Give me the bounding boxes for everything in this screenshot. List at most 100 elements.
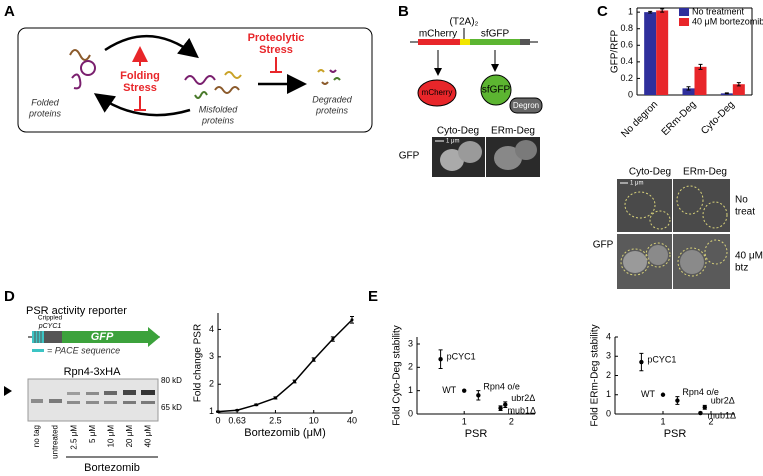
inhibitor xyxy=(134,96,146,111)
segment xyxy=(470,39,520,45)
label: Proteolytic xyxy=(248,32,305,44)
protein xyxy=(480,74,512,106)
point xyxy=(462,388,467,393)
label: sfGFP xyxy=(481,29,510,40)
y-axis-label: Fold change PSR xyxy=(193,324,204,402)
label: proteins xyxy=(315,105,349,115)
bar xyxy=(732,84,745,95)
point-label: pCYC1 xyxy=(647,354,676,364)
legend-swatch xyxy=(679,18,689,26)
point xyxy=(312,358,316,362)
point-label: Rpn4 o/e xyxy=(483,382,520,392)
point-label: WT xyxy=(442,385,456,395)
point xyxy=(350,318,354,322)
y-tick-label: 0 xyxy=(408,408,413,418)
y-tick-label: 3 xyxy=(209,351,214,361)
label: pCYC1 xyxy=(38,323,62,330)
band-pointer xyxy=(4,386,12,396)
label: 65 kD xyxy=(161,403,182,412)
lane-label: no tag xyxy=(32,425,41,447)
lane-labels: no tag untreated 2.5 μM 5 μM 10 μM 20 μM 40 μM xyxy=(32,425,153,459)
label: Bortezomib xyxy=(84,462,140,474)
gene-arrow xyxy=(62,327,160,347)
y-tick-label: 0.6 xyxy=(620,40,633,50)
legend-label: No treatment xyxy=(692,6,745,16)
x-tick-label: 10 xyxy=(309,415,319,425)
x-axis-label: PSR xyxy=(465,428,488,440)
point xyxy=(503,402,508,407)
cell xyxy=(515,140,537,160)
y-tick-label: 4 xyxy=(209,324,214,334)
point xyxy=(639,359,644,365)
label: PSR activity reporter xyxy=(26,305,127,317)
label: 1 μm xyxy=(630,181,643,187)
label: Stress xyxy=(259,44,293,56)
x-axis-label: PSR xyxy=(664,428,687,440)
point-label: pCYC1 xyxy=(447,352,476,362)
y-tick-label: 2 xyxy=(408,362,413,372)
x-tick-label: 2 xyxy=(708,416,713,426)
label: mCherry xyxy=(419,29,457,40)
segment xyxy=(418,39,460,45)
label: Cyto-Deg xyxy=(437,126,479,137)
segment xyxy=(520,39,530,45)
point xyxy=(675,398,680,403)
x-tick-label: Cyto-Deg xyxy=(699,99,737,137)
label: = PACE sequence xyxy=(47,345,120,355)
label: 1 μm xyxy=(446,139,459,145)
label: (T2A)₂ xyxy=(450,17,479,28)
bands xyxy=(31,390,155,404)
y-axis-label: Fold ERm-Deg stability xyxy=(590,324,601,426)
y-tick-label: 0 xyxy=(628,89,633,99)
stripes xyxy=(34,331,42,343)
label: Degron xyxy=(513,101,539,110)
point-label: ubr2Δ xyxy=(711,396,735,406)
x-tick-label: 1 xyxy=(462,416,467,426)
panel-label: D xyxy=(4,288,15,305)
y-axis-label: GFP/RFP xyxy=(610,30,621,74)
label: Stress xyxy=(123,82,157,94)
point-label: ubr2Δ xyxy=(511,393,535,403)
y-tick-label: 0.2 xyxy=(620,73,633,83)
point xyxy=(331,337,335,341)
label: Rpn4-3xHA xyxy=(64,366,122,378)
y-tick-label: 3 xyxy=(606,351,611,361)
cell-outlines xyxy=(620,185,728,277)
label: No xyxy=(735,195,748,206)
y-tick-label: 2 xyxy=(209,379,214,389)
label: sfGFP xyxy=(482,85,511,96)
error-bar xyxy=(686,86,691,91)
label: ERm-Deg xyxy=(683,167,727,178)
error-bar xyxy=(648,10,653,14)
blot xyxy=(27,378,159,422)
label: GFP xyxy=(593,240,614,251)
lane-label: 40 μM xyxy=(144,425,153,448)
promoter xyxy=(44,331,62,343)
lane-label: 5 μM xyxy=(88,425,97,443)
point xyxy=(498,405,503,411)
x-axis-label: Bortezomib (μM) xyxy=(244,427,326,439)
protein xyxy=(417,79,457,107)
bar xyxy=(694,66,707,95)
error-bar xyxy=(736,82,741,87)
x-tick-label: 0 xyxy=(215,415,220,425)
label: Misfolded xyxy=(199,104,239,114)
label: Folded xyxy=(31,97,60,107)
point xyxy=(476,393,481,398)
error-bar xyxy=(660,8,665,13)
panel-label: C xyxy=(597,3,608,20)
lane-label: untreated xyxy=(51,425,60,459)
label: Cyto-Deg xyxy=(629,167,671,178)
legend-label: 40 μM bortezomib xyxy=(692,16,763,26)
y-tick-label: 2 xyxy=(606,370,611,380)
point-label: Rpn4 o/e xyxy=(682,387,719,397)
lane-label: 20 μM xyxy=(125,425,134,448)
panel-label: A xyxy=(4,3,15,20)
label: proteins xyxy=(201,115,235,125)
folded-icon xyxy=(69,49,96,90)
y-tick-label: 0 xyxy=(606,408,611,418)
lane-label: 10 μM xyxy=(107,425,116,448)
lane-label: 2.5 μM xyxy=(69,425,78,450)
y-tick-label: 1 xyxy=(628,7,633,17)
